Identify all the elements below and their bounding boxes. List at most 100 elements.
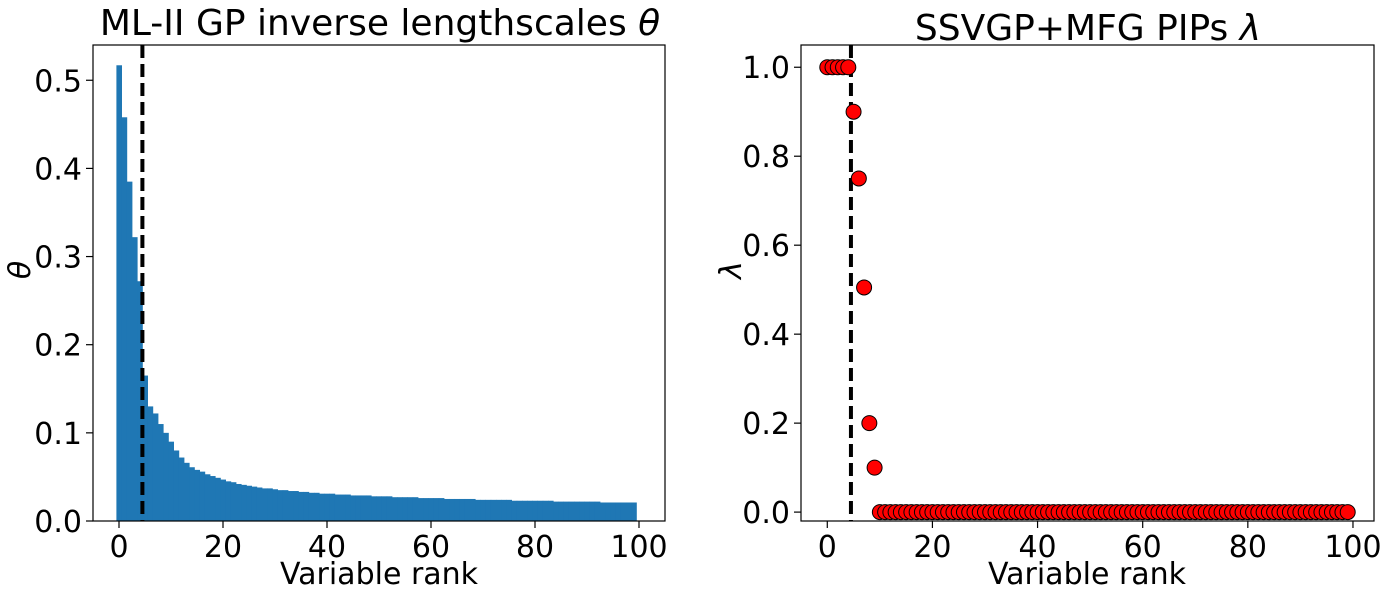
bar — [392, 497, 398, 521]
bar — [246, 485, 252, 521]
right-axes-frame — [800, 44, 1375, 522]
left-x-ticks: 0 20 40 60 80 100 — [109, 521, 668, 565]
bar — [449, 498, 455, 521]
bar — [116, 65, 122, 521]
bar — [282, 490, 289, 521]
bar — [506, 499, 512, 521]
scatter-point — [866, 459, 883, 476]
bar — [256, 487, 263, 521]
bar — [397, 497, 403, 521]
bar — [272, 489, 278, 521]
bar — [142, 375, 148, 521]
bar — [324, 493, 330, 521]
bar — [121, 117, 128, 521]
bar — [548, 500, 554, 521]
x-tick-label: 20 — [913, 530, 951, 565]
y-tick-label: 0.2 — [742, 407, 790, 442]
bar — [319, 493, 325, 521]
bar — [340, 494, 346, 521]
bar — [418, 498, 424, 521]
bar — [215, 477, 221, 521]
y-tick-label: 0.5 — [34, 64, 82, 99]
scatter-panel: SSVGP+MFG PIPs λ 0 20 40 60 80 100 0.00.20.40… — [714, 8, 1382, 592]
left-y-ticks: 0.0 0.1 0.2 0.3 0.4 0.5 — [34, 64, 93, 540]
bar — [438, 498, 445, 521]
bar — [412, 497, 419, 521]
x-tick-label: 0 — [109, 530, 128, 565]
x-tick-label: 40 — [1018, 530, 1056, 565]
bar — [277, 490, 284, 521]
bar — [490, 499, 497, 521]
left-axes-frame — [92, 44, 666, 522]
histogram-panel: ML-II GP inverse lengthscales θ 0 20 40 60 8… — [3, 3, 668, 592]
x-tick-label: 100 — [1324, 530, 1381, 565]
bars-group — [116, 65, 637, 521]
x-tick-label: 60 — [412, 530, 450, 565]
bar — [511, 500, 518, 521]
bar — [236, 483, 242, 521]
bar — [584, 501, 590, 521]
bar — [589, 501, 596, 521]
bar — [194, 469, 200, 521]
bar — [454, 498, 460, 521]
bar — [334, 494, 341, 521]
bar — [241, 484, 247, 521]
bar — [626, 502, 632, 521]
bar — [423, 498, 429, 521]
bar — [428, 498, 434, 521]
y-tick-label: 0.8 — [742, 140, 790, 175]
bar — [204, 474, 211, 521]
bar — [542, 500, 549, 521]
bar — [220, 479, 226, 521]
bar — [152, 413, 159, 521]
bar — [527, 500, 533, 521]
y-tick-label: 0.3 — [34, 241, 82, 276]
bar — [230, 482, 237, 521]
x-tick-label: 20 — [204, 530, 242, 565]
scatter-point — [856, 279, 873, 296]
bar — [485, 499, 492, 521]
bar — [329, 493, 336, 521]
bar — [158, 424, 164, 521]
right-chart-title: SSVGP+MFG PIPs λ — [915, 8, 1261, 49]
y-tick-label: 0.1 — [34, 417, 82, 452]
bar — [496, 499, 502, 521]
bar — [267, 488, 273, 521]
x-tick-label: 0 — [818, 530, 837, 565]
bar — [480, 499, 486, 521]
bar — [350, 495, 356, 521]
bar — [464, 498, 471, 521]
bar — [262, 488, 268, 521]
bar — [610, 502, 616, 521]
scatter-point — [845, 103, 862, 120]
bar — [433, 498, 440, 521]
bar — [168, 441, 174, 521]
left-x-axis-label: Variable rank — [280, 557, 479, 592]
left-chart-title: ML-II GP inverse lengthscales θ — [100, 3, 660, 44]
bar — [631, 502, 637, 521]
bar — [381, 496, 388, 521]
bar — [189, 467, 195, 521]
bar — [293, 491, 299, 521]
bar — [210, 476, 216, 521]
bar — [132, 237, 138, 521]
bar — [444, 498, 450, 521]
bar — [314, 492, 320, 521]
y-tick-label: 0.0 — [34, 505, 82, 540]
y-tick-label: 1.0 — [742, 51, 790, 86]
bar — [298, 491, 304, 521]
y-tick-label: 0.2 — [34, 329, 82, 364]
bar — [605, 502, 611, 521]
bar — [225, 481, 232, 521]
bar — [501, 499, 507, 521]
bar — [470, 498, 476, 521]
bar — [308, 492, 315, 521]
x-tick-label: 80 — [516, 530, 554, 565]
bar — [184, 462, 190, 521]
scatter-point — [1339, 504, 1356, 521]
y-tick-label: 0.0 — [742, 496, 790, 531]
bar — [251, 486, 258, 521]
bar — [376, 496, 382, 521]
bar — [178, 457, 185, 521]
